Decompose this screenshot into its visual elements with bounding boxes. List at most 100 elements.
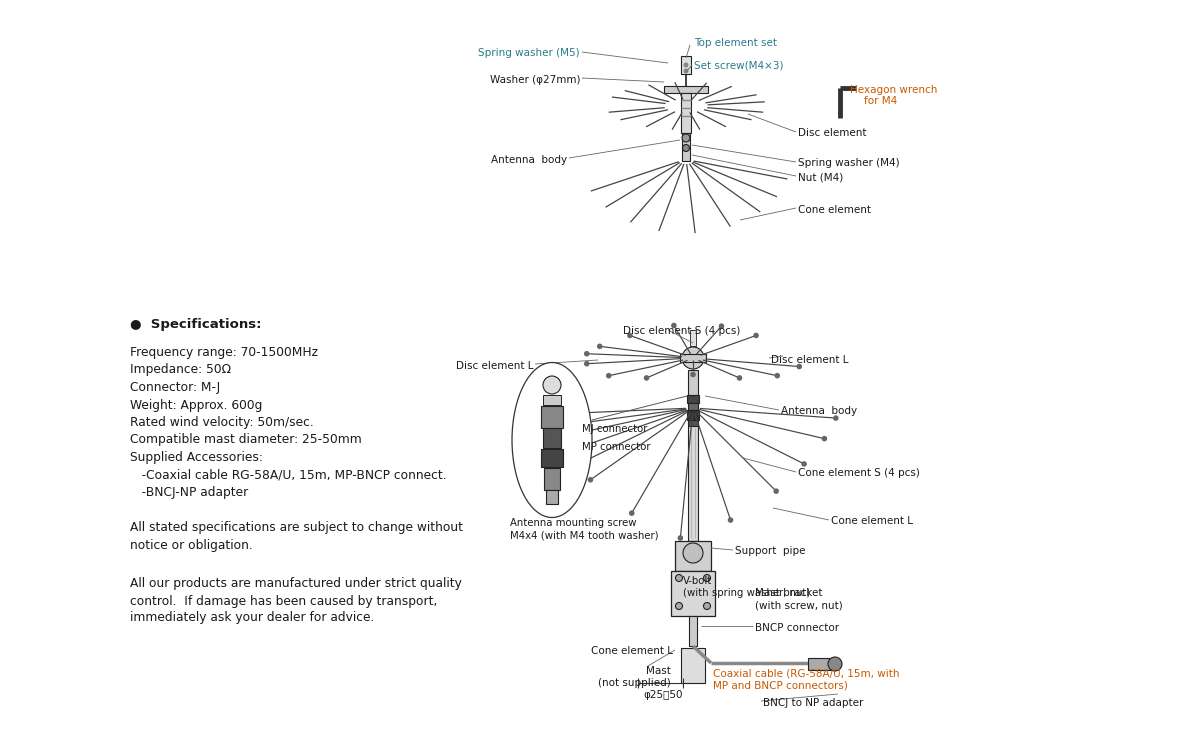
- Text: Antenna  body: Antenna body: [491, 155, 568, 165]
- Circle shape: [554, 435, 559, 441]
- Bar: [682, 648, 706, 683]
- Bar: [546, 490, 558, 504]
- Circle shape: [754, 333, 758, 338]
- Bar: [542, 428, 562, 448]
- Circle shape: [828, 657, 842, 671]
- Circle shape: [671, 323, 677, 328]
- Circle shape: [596, 343, 602, 349]
- Text: Disc element S (4 pcs): Disc element S (4 pcs): [623, 326, 740, 336]
- Text: (with spring washer, nut): (with spring washer, nut): [683, 588, 810, 598]
- Circle shape: [565, 449, 570, 454]
- Bar: [682, 56, 691, 74]
- Circle shape: [546, 411, 551, 417]
- Bar: [689, 616, 697, 646]
- Text: Washer (φ27mm): Washer (φ27mm): [490, 75, 580, 85]
- Circle shape: [682, 347, 704, 369]
- Text: for M4: for M4: [864, 96, 898, 106]
- Text: Cone element S (4 pcs): Cone element S (4 pcs): [798, 468, 920, 478]
- Text: immediately ask your dealer for advice.: immediately ask your dealer for advice.: [130, 612, 374, 624]
- Circle shape: [703, 603, 710, 609]
- Text: MJ connector: MJ connector: [582, 424, 647, 434]
- Text: notice or obligation.: notice or obligation.: [130, 538, 253, 551]
- Circle shape: [684, 63, 689, 67]
- Circle shape: [542, 376, 562, 394]
- Circle shape: [683, 144, 690, 151]
- Circle shape: [676, 603, 683, 609]
- Bar: [690, 330, 696, 346]
- Text: M4x4 (with M4 tooth washer): M4x4 (with M4 tooth washer): [510, 530, 659, 540]
- Circle shape: [643, 375, 649, 381]
- Circle shape: [682, 134, 690, 142]
- Text: Disc element: Disc element: [798, 128, 866, 138]
- Bar: [688, 403, 698, 410]
- Circle shape: [822, 436, 827, 442]
- Circle shape: [774, 373, 780, 379]
- Bar: [688, 370, 698, 395]
- Bar: [686, 410, 698, 420]
- Text: (with screw, nut): (with screw, nut): [755, 600, 842, 610]
- Bar: [682, 133, 690, 161]
- Text: BNCP connector: BNCP connector: [755, 623, 839, 633]
- Text: (not supplied): (not supplied): [599, 678, 671, 688]
- Bar: [544, 468, 560, 490]
- Circle shape: [571, 463, 577, 469]
- Text: MP and BNCP connectors): MP and BNCP connectors): [713, 680, 848, 690]
- Circle shape: [678, 535, 683, 541]
- Text: MP connector: MP connector: [582, 442, 650, 452]
- Text: Coaxial cable (RG-58A/U, 15m, with: Coaxial cable (RG-58A/U, 15m, with: [713, 668, 900, 678]
- Bar: [682, 93, 691, 133]
- Text: Set screw(M4×3): Set screw(M4×3): [694, 60, 784, 70]
- Text: V-bolt: V-bolt: [683, 576, 713, 586]
- Text: Spring washer (M5): Spring washer (M5): [479, 48, 580, 58]
- Bar: [541, 449, 563, 467]
- Text: Cone element L: Cone element L: [830, 516, 913, 526]
- Text: -BNCJ-NP adapter: -BNCJ-NP adapter: [130, 486, 248, 499]
- Bar: [688, 426, 698, 541]
- Bar: [680, 354, 706, 362]
- Circle shape: [737, 375, 743, 381]
- Text: Top element set: Top element set: [694, 38, 778, 48]
- Circle shape: [606, 373, 612, 379]
- Text: -Coaxial cable RG-58A/U, 15m, MP-BNCP connect.: -Coaxial cable RG-58A/U, 15m, MP-BNCP co…: [130, 469, 446, 482]
- Text: control.  If damage has been caused by transport,: control. If damage has been caused by tr…: [130, 594, 437, 608]
- Text: Impedance: 50Ω: Impedance: 50Ω: [130, 364, 232, 376]
- Circle shape: [588, 477, 593, 482]
- Bar: [671, 571, 715, 616]
- Text: Rated wind velocity: 50m/sec.: Rated wind velocity: 50m/sec.: [130, 416, 313, 429]
- Text: Cone element: Cone element: [798, 205, 871, 215]
- Bar: [674, 541, 710, 571]
- Text: Supplied Accessories:: Supplied Accessories:: [130, 451, 263, 464]
- Text: Mast: Mast: [646, 666, 671, 676]
- Text: Antenna mounting screw: Antenna mounting screw: [510, 518, 636, 528]
- Text: Nut (M4): Nut (M4): [798, 172, 844, 182]
- Text: Frequency range: 70-1500MHz: Frequency range: 70-1500MHz: [130, 346, 318, 359]
- Text: Mast bracket: Mast bracket: [755, 588, 822, 598]
- Text: φ25～50: φ25～50: [643, 690, 683, 700]
- Circle shape: [719, 324, 725, 329]
- Bar: [808, 658, 836, 670]
- Circle shape: [584, 361, 589, 367]
- Text: Antenna  body: Antenna body: [781, 406, 857, 416]
- Text: Spring washer (M4): Spring washer (M4): [798, 158, 900, 168]
- Text: Cone element L: Cone element L: [592, 646, 673, 656]
- Text: ●  Specifications:: ● Specifications:: [130, 318, 262, 331]
- Text: All our products are manufactured under strict quality: All our products are manufactured under …: [130, 578, 462, 590]
- Circle shape: [690, 372, 696, 377]
- Text: Compatible mast diameter: 25-50mm: Compatible mast diameter: 25-50mm: [130, 433, 361, 447]
- Text: Connector: M-J: Connector: M-J: [130, 381, 221, 394]
- Text: Disc element L: Disc element L: [456, 361, 533, 371]
- Circle shape: [676, 575, 683, 581]
- Ellipse shape: [512, 362, 592, 518]
- Circle shape: [797, 364, 802, 370]
- Bar: [688, 420, 698, 426]
- Circle shape: [628, 333, 632, 338]
- Circle shape: [703, 575, 710, 581]
- Circle shape: [584, 351, 589, 357]
- Circle shape: [629, 510, 635, 516]
- Text: BNCJ to NP adapter: BNCJ to NP adapter: [763, 698, 863, 708]
- Circle shape: [802, 461, 806, 466]
- Text: All stated specifications are subject to change without: All stated specifications are subject to…: [130, 522, 463, 534]
- Bar: [664, 86, 708, 93]
- Circle shape: [683, 543, 703, 563]
- Text: Disc element L: Disc element L: [772, 355, 848, 365]
